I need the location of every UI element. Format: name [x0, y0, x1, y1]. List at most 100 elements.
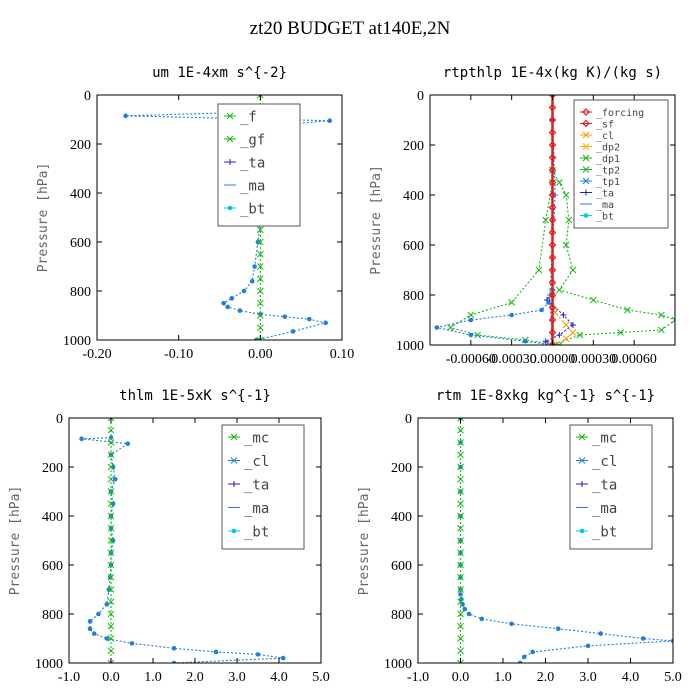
series-line: [551, 294, 574, 345]
y-tick-label: 400: [403, 189, 424, 204]
data-point: [569, 329, 577, 336]
data-point: [107, 549, 115, 557]
data-point: [107, 463, 115, 471]
data-point: [256, 287, 264, 295]
legend-marker: [231, 481, 237, 487]
data-point: [107, 475, 115, 483]
legend-marker: [582, 143, 590, 150]
data-point: [474, 331, 481, 339]
legend-label: _cl: [244, 454, 269, 470]
data-point: [252, 264, 257, 269]
series-line: [436, 289, 554, 345]
data-point: [434, 325, 440, 330]
plot-title: rtm 1E-8xkg kg^{-1} s^{-1}: [436, 388, 655, 404]
legend-label: _ta: [244, 477, 269, 493]
legend-box: [573, 99, 669, 229]
x-tick-label: 0.10: [330, 347, 355, 362]
legend-label: _ta: [240, 155, 265, 171]
y-tick-label: 0: [405, 412, 412, 427]
data-point: [256, 324, 264, 332]
legend-label: _tp1: [596, 177, 620, 188]
legend-label: _mc: [592, 430, 617, 446]
legend-label: _ma: [592, 501, 617, 517]
data-point: [327, 118, 333, 124]
x-tick-label: -0.00030: [487, 352, 537, 367]
x-tick-label: 5.0: [312, 670, 330, 685]
data-point: [87, 626, 93, 631]
data-point: [457, 549, 464, 557]
legend-box: [217, 103, 301, 227]
legend-label: _tp2: [596, 165, 620, 176]
x-tick-label: 2.0: [537, 670, 555, 685]
legend-marker: [226, 112, 234, 120]
data-point: [256, 312, 264, 319]
data-point: [107, 659, 115, 663]
data-point: [107, 451, 115, 459]
data-point: [560, 312, 567, 318]
legend-label: _mc: [244, 430, 269, 446]
legend-marker: [230, 433, 238, 441]
data-point: [125, 441, 131, 447]
data-point: [548, 128, 557, 137]
data-point: [107, 439, 115, 446]
x-tick-label: 3.0: [579, 670, 597, 685]
data-point: [107, 635, 115, 642]
data-point: [457, 610, 464, 618]
data-point: [457, 463, 464, 471]
y-tick-label: 400: [70, 187, 91, 202]
data-point: [548, 103, 557, 112]
data-point: [171, 646, 177, 651]
y-tick-label: 800: [391, 608, 412, 623]
legend-label: _bt: [240, 201, 265, 217]
data-point: [555, 179, 563, 186]
figure-title: zt20 BUDGET at140E,2N: [249, 18, 451, 39]
legend-label: _ta: [592, 477, 617, 493]
data-point: [556, 332, 563, 338]
data-point: [457, 451, 464, 459]
data-point: [255, 239, 261, 245]
legend-label: _sf: [596, 119, 614, 130]
data-point: [87, 619, 93, 624]
legend-marker: [582, 119, 590, 128]
data-point: [256, 263, 264, 270]
data-point: [253, 337, 259, 340]
data-point: [542, 216, 550, 224]
data-point: [565, 216, 573, 224]
data-point: [624, 306, 631, 314]
x-tick-label: 3.0: [228, 670, 246, 685]
plot-panel: rtm 1E-8xkg kg^{-1} s^{-1} Pressure [hPa]…: [357, 388, 682, 685]
legend-marker: [582, 108, 590, 116]
data-point: [457, 512, 464, 520]
data-point: [522, 338, 528, 344]
data-point: [548, 166, 557, 174]
legend-label: _f: [240, 109, 257, 125]
y-tick-label: 600: [42, 559, 63, 574]
data-point: [107, 500, 115, 508]
data-point: [213, 649, 219, 655]
legend-label: _bt: [596, 211, 614, 222]
data-point: [107, 418, 115, 422]
legend-label: _dp1: [596, 154, 620, 165]
y-tick-label: 800: [42, 608, 63, 623]
data-point: [457, 635, 464, 642]
data-point: [107, 647, 115, 655]
y-axis-label: Pressure [hPa]: [36, 163, 51, 273]
y-axis-label: Pressure [hPa]: [369, 165, 384, 275]
data-point: [617, 329, 624, 336]
data-point: [323, 320, 328, 326]
data-point: [467, 311, 475, 319]
x-tick-label: 0.0: [452, 670, 470, 685]
legend-label: _cl: [596, 131, 614, 142]
legend-marker: [583, 189, 589, 196]
data-point: [256, 299, 264, 307]
plot-title: um 1E-4xm s^{-2}: [152, 65, 287, 81]
data-point: [548, 316, 557, 324]
y-axis-label: Pressure [hPa]: [357, 486, 372, 596]
y-tick-label: 0: [417, 89, 424, 104]
data-point: [548, 116, 557, 124]
data-point: [542, 338, 549, 345]
legend-box: [221, 424, 305, 550]
data-point: [548, 153, 557, 162]
data-point: [457, 500, 464, 508]
legend-marker: [227, 159, 233, 165]
